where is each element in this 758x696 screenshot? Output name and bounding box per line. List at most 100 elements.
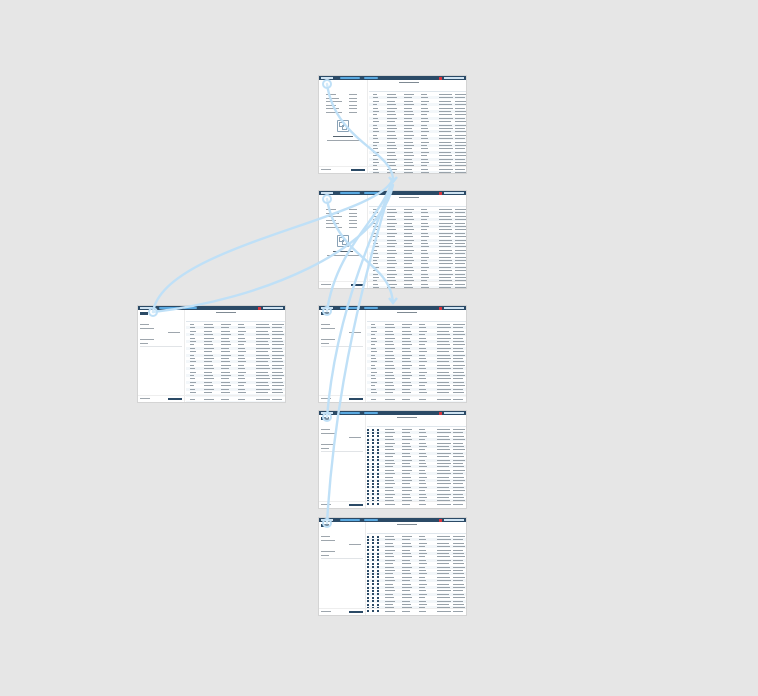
- row-checkbox[interactable]: [367, 497, 369, 499]
- filter-field[interactable]: [140, 343, 148, 344]
- row-checkbox[interactable]: [367, 566, 369, 568]
- row-checkbox[interactable]: [372, 432, 374, 434]
- row-checkbox[interactable]: [377, 597, 379, 599]
- row-checkbox[interactable]: [367, 480, 369, 482]
- row-checkbox[interactable]: [367, 429, 369, 431]
- row-checkbox[interactable]: [372, 576, 374, 578]
- filter-field[interactable]: [321, 444, 335, 445]
- row-checkbox[interactable]: [372, 597, 374, 599]
- apply-button[interactable]: [351, 284, 365, 286]
- row-checkbox[interactable]: [367, 486, 369, 488]
- row-checkbox[interactable]: [372, 580, 374, 582]
- row-checkbox[interactable]: [377, 493, 379, 495]
- nav-tab[interactable]: [364, 192, 378, 194]
- apply-button[interactable]: [168, 398, 182, 400]
- apply-button[interactable]: [349, 398, 363, 400]
- filter-field[interactable]: [321, 448, 329, 449]
- filter-field[interactable]: [349, 544, 361, 545]
- hotspot-circle-icon[interactable]: [148, 307, 158, 317]
- user-menu[interactable]: [444, 307, 464, 309]
- filter-field[interactable]: [140, 339, 154, 340]
- row-checkbox[interactable]: [372, 600, 374, 602]
- row-checkbox[interactable]: [372, 553, 374, 555]
- row-checkbox[interactable]: [372, 542, 374, 544]
- row-checkbox[interactable]: [372, 573, 374, 575]
- row-checkbox[interactable]: [372, 476, 374, 478]
- row-checkbox[interactable]: [377, 580, 379, 582]
- row-checkbox[interactable]: [377, 432, 379, 434]
- nav-tab[interactable]: [364, 519, 378, 521]
- apply-button[interactable]: [349, 611, 363, 613]
- row-checkbox[interactable]: [377, 469, 379, 471]
- row-checkbox[interactable]: [372, 604, 374, 606]
- row-checkbox[interactable]: [367, 590, 369, 592]
- row-checkbox[interactable]: [372, 459, 374, 461]
- row-checkbox[interactable]: [367, 469, 369, 471]
- row-checkbox[interactable]: [377, 439, 379, 441]
- row-checkbox[interactable]: [372, 566, 374, 568]
- nav-tab[interactable]: [183, 307, 197, 309]
- row-checkbox[interactable]: [367, 559, 369, 561]
- row-checkbox[interactable]: [372, 456, 374, 458]
- row-checkbox[interactable]: [377, 539, 379, 541]
- row-checkbox[interactable]: [367, 556, 369, 558]
- row-checkbox[interactable]: [367, 576, 369, 578]
- row-checkbox[interactable]: [377, 573, 379, 575]
- row-checkbox[interactable]: [377, 556, 379, 558]
- user-menu[interactable]: [444, 519, 464, 521]
- filter-field[interactable]: [321, 555, 329, 556]
- row-checkbox[interactable]: [377, 497, 379, 499]
- row-checkbox[interactable]: [367, 452, 369, 454]
- filter-field[interactable]: [321, 429, 330, 430]
- row-checkbox[interactable]: [372, 559, 374, 561]
- row-checkbox[interactable]: [367, 597, 369, 599]
- row-checkbox[interactable]: [367, 573, 369, 575]
- filter-field[interactable]: [321, 540, 335, 541]
- filter-field[interactable]: [140, 324, 149, 325]
- row-checkbox[interactable]: [372, 435, 374, 437]
- row-checkbox[interactable]: [377, 542, 379, 544]
- row-checkbox[interactable]: [377, 435, 379, 437]
- row-checkbox[interactable]: [367, 449, 369, 451]
- row-checkbox[interactable]: [377, 473, 379, 475]
- row-checkbox[interactable]: [367, 549, 369, 551]
- row-checkbox[interactable]: [372, 546, 374, 548]
- user-menu[interactable]: [444, 77, 464, 79]
- row-checkbox[interactable]: [372, 442, 374, 444]
- row-checkbox[interactable]: [367, 435, 369, 437]
- nav-tab-active[interactable]: [340, 77, 360, 79]
- row-checkbox[interactable]: [377, 449, 379, 451]
- row-checkbox[interactable]: [372, 549, 374, 551]
- row-checkbox[interactable]: [377, 490, 379, 492]
- filter-field[interactable]: [321, 536, 330, 537]
- row-checkbox[interactable]: [372, 539, 374, 541]
- nav-tab[interactable]: [364, 77, 378, 79]
- row-checkbox[interactable]: [372, 570, 374, 572]
- row-checkbox[interactable]: [367, 604, 369, 606]
- row-checkbox[interactable]: [367, 463, 369, 465]
- row-checkbox[interactable]: [377, 559, 379, 561]
- row-checkbox[interactable]: [367, 473, 369, 475]
- screen-3-frame[interactable]: [138, 306, 285, 402]
- row-checkbox[interactable]: [367, 456, 369, 458]
- row-checkbox[interactable]: [377, 590, 379, 592]
- row-checkbox[interactable]: [377, 442, 379, 444]
- row-checkbox[interactable]: [367, 570, 369, 572]
- row-checkbox[interactable]: [367, 539, 369, 541]
- row-checkbox[interactable]: [377, 566, 379, 568]
- row-checkbox[interactable]: [367, 446, 369, 448]
- row-checkbox[interactable]: [377, 553, 379, 555]
- row-checkbox[interactable]: [372, 593, 374, 595]
- row-checkbox[interactable]: [367, 476, 369, 478]
- row-checkbox[interactable]: [367, 432, 369, 434]
- row-checkbox[interactable]: [367, 580, 369, 582]
- hotspot-circle-icon[interactable]: [322, 194, 332, 204]
- filter-field[interactable]: [321, 339, 335, 340]
- screen-4-frame[interactable]: [319, 306, 466, 402]
- filter-field[interactable]: [349, 332, 361, 333]
- row-checkbox[interactable]: [372, 452, 374, 454]
- row-checkbox[interactable]: [367, 593, 369, 595]
- row-checkbox[interactable]: [367, 490, 369, 492]
- row-checkbox[interactable]: [372, 449, 374, 451]
- row-checkbox[interactable]: [372, 587, 374, 589]
